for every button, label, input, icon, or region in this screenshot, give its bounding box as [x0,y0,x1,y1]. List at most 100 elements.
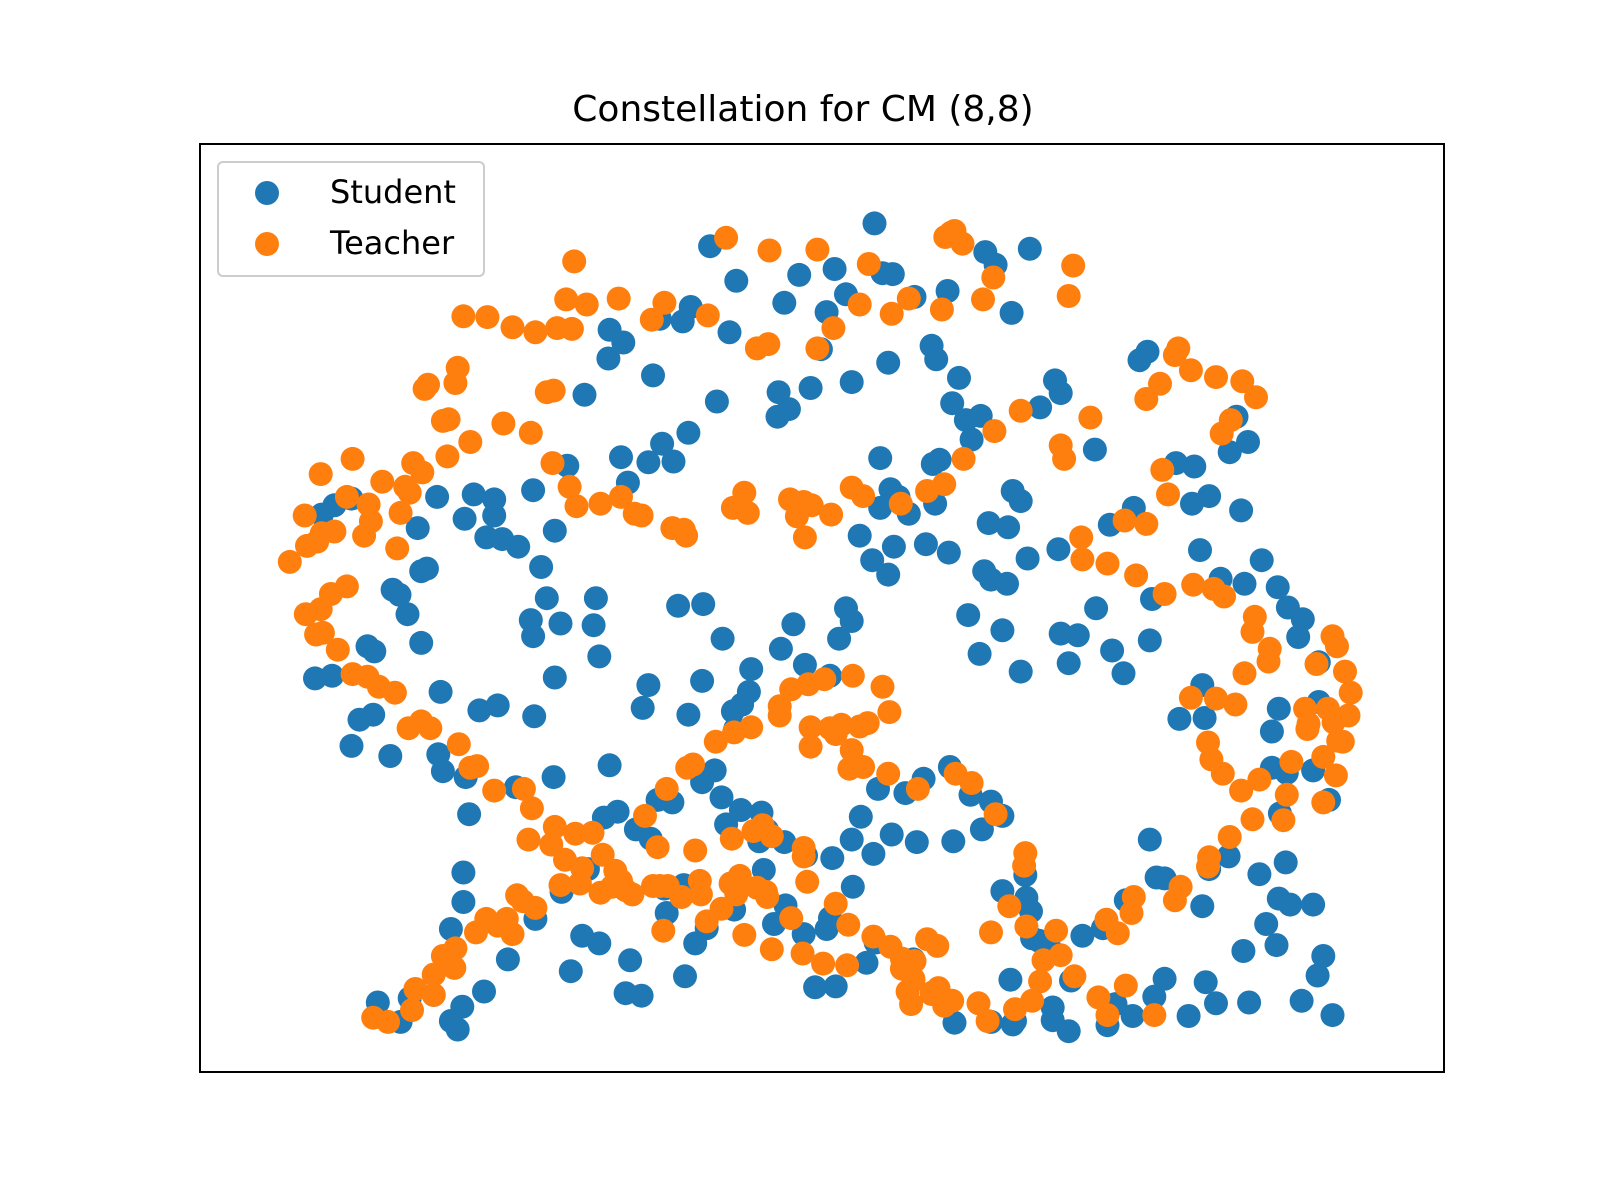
teacher-point-279 [669,885,694,909]
student-point-283 [941,829,966,854]
student-point-7 [405,516,430,541]
teacher-point-237 [548,873,573,898]
student-point-21 [772,290,797,315]
teacher-point-143 [1321,710,1346,735]
teacher-point-306 [334,574,359,599]
teacher-point-81 [792,525,817,550]
teacher-point-289 [482,778,507,803]
student-point-37 [609,445,633,470]
teacher-point-104 [1150,457,1175,482]
teacher-point-158 [1044,918,1069,943]
student-point-179 [1120,1004,1145,1028]
teacher-point-112 [1152,582,1177,606]
teacher-point-250 [421,982,446,1007]
student-point-174 [1278,892,1303,917]
student-point-127 [1249,548,1274,573]
teacher-point-183 [979,920,1003,945]
student-point-103 [1127,348,1152,373]
teacher-point-36 [443,371,468,395]
teacher-point-137 [1304,652,1329,676]
teacher-point-63 [518,420,543,445]
teacher-point-122 [1204,686,1228,711]
student-point-249 [339,733,364,758]
student-point-239 [387,582,412,607]
legend-marker-teacher [255,232,279,256]
chart-title: Constellation for CM (8,8) [572,89,1033,130]
student-point-65 [768,636,793,661]
student-point-38 [641,363,665,388]
student-point-128 [1265,575,1290,600]
teacher-point-22 [639,307,664,332]
student-point-45 [935,279,960,303]
student-point-30 [765,404,790,429]
teacher-point-108 [1069,525,1094,550]
student-point-80 [967,641,992,666]
teacher-point-149 [1217,825,1242,849]
student-point-224 [541,765,566,790]
legend-marker-student [255,181,279,205]
teacher-point-204 [870,674,895,699]
teacher-point-182 [925,933,950,958]
teacher-point-38 [412,376,437,401]
teacher-point-58 [340,446,365,471]
teacher-point-70 [622,501,647,526]
student-point-228 [587,644,612,669]
teacher-point-185 [997,894,1022,919]
teacher-point-3 [856,252,881,276]
student-point-142 [1247,862,1272,887]
teacher-point-100 [1230,369,1255,394]
teacher-point-64 [540,451,565,476]
student-point-95 [1188,538,1212,563]
student-point-304 [613,981,638,1006]
student-point-164 [1142,984,1167,1009]
student-point-160 [998,967,1023,992]
teacher-point-92 [1052,446,1077,471]
student-point-303 [673,964,697,989]
teacher-point-210 [767,703,792,728]
teacher-point-163 [1062,964,1087,989]
teacher-point-205 [840,663,865,688]
teacher-point-12 [929,297,954,322]
teacher-point-200 [829,712,854,737]
teacher-point-30 [534,380,559,405]
student-point-284 [904,830,929,855]
teacher-point-195 [839,738,864,763]
teacher-point-145 [1311,744,1336,769]
student-point-11 [425,484,450,509]
teacher-point-31 [523,320,548,345]
teacher-point-2 [805,237,830,262]
teacher-point-117 [1240,619,1265,644]
student-point-55 [868,446,893,471]
teacher-point-188 [983,802,1008,827]
teacher-point-90 [1008,398,1033,423]
student-point-100 [1236,430,1260,454]
student-point-192 [803,975,828,1000]
teacher-point-216 [654,776,679,801]
student-point-116 [940,391,965,416]
teacher-point-187 [1013,841,1038,866]
student-point-49 [947,365,971,390]
teacher-point-280 [641,874,665,898]
teacher-point-111 [1124,563,1149,588]
teacher-point-66 [564,494,589,519]
teacher-point-8 [981,265,1006,290]
teacher-point-255 [516,827,541,852]
teacher-point-57 [308,462,333,487]
student-point-209 [495,947,520,972]
student-point-173 [1254,912,1279,936]
teacher-point-59 [397,480,422,505]
student-point-31 [704,389,729,414]
student-point-248 [347,707,372,732]
teacher-point-284 [580,820,605,845]
student-point-107 [1082,437,1107,462]
teacher-point-225 [791,844,816,869]
student-point-259 [583,586,608,611]
teacher-point-13 [896,286,921,311]
student-point-231 [534,586,559,611]
student-point-272 [820,846,845,871]
student-point-3 [596,346,621,371]
student-point-289 [814,917,839,941]
teacher-point-160 [1031,948,1056,973]
student-point-46 [880,262,905,287]
teacher-point-254 [505,883,530,908]
